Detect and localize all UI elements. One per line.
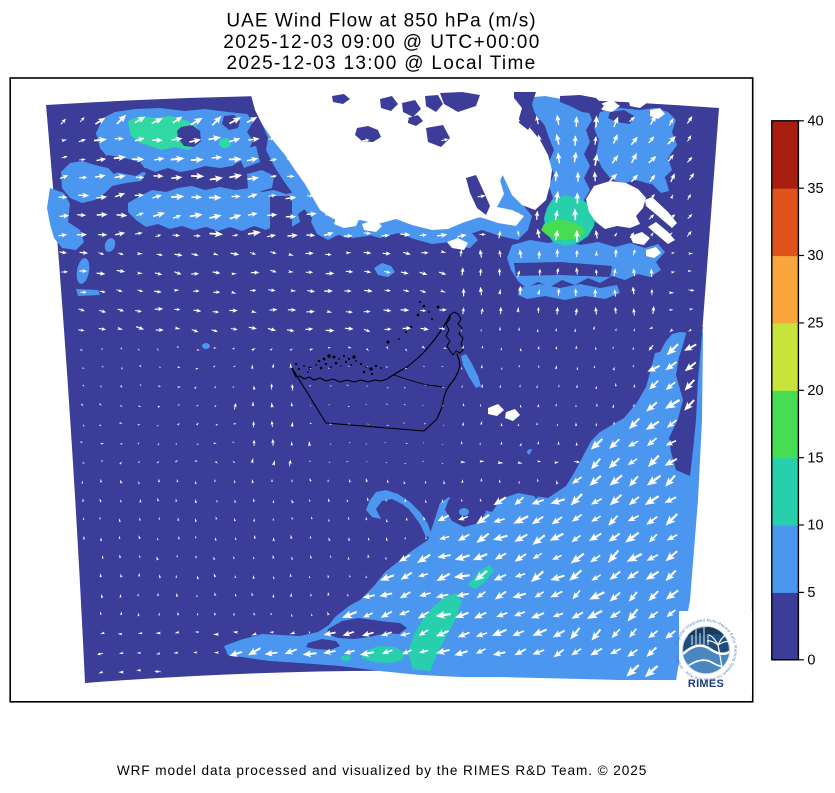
svg-text:WRF model data processed and v: WRF model data processed and visualized …	[117, 763, 647, 778]
svg-text:15: 15	[807, 450, 823, 466]
svg-text:UAE Wind Flow at 850 hPa (m/s): UAE Wind Flow at 850 hPa (m/s)	[226, 11, 536, 32]
svg-text:25: 25	[807, 316, 823, 332]
svg-text:5: 5	[807, 585, 815, 601]
svg-text:RIMES: RIMES	[688, 678, 724, 690]
svg-text:0: 0	[807, 652, 815, 668]
svg-text:2025-12-03 09:00 @ UTC+00:00: 2025-12-03 09:00 @ UTC+00:00	[223, 32, 541, 53]
svg-text:10: 10	[807, 518, 823, 534]
svg-text:20: 20	[807, 383, 823, 399]
svg-text:35: 35	[807, 181, 823, 197]
svg-text:30: 30	[807, 248, 823, 264]
svg-text:40: 40	[807, 113, 823, 129]
svg-text:2025-12-03 13:00 @ Local Time: 2025-12-03 13:00 @ Local Time	[226, 53, 536, 74]
